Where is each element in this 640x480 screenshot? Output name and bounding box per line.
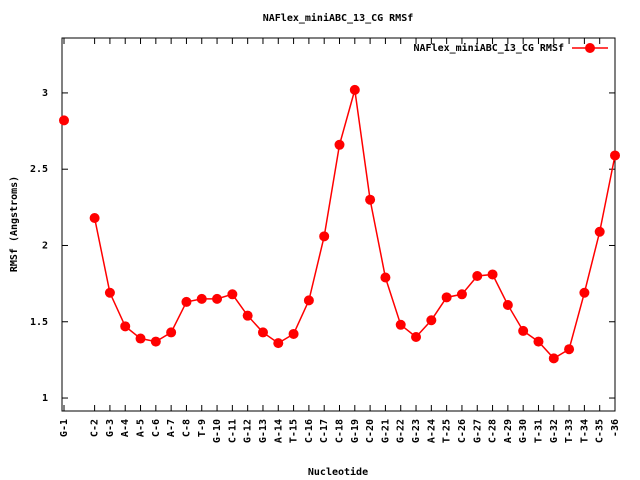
x-tick-label: G-19 <box>350 419 361 443</box>
chart-title: NAFlex_miniABC_13_CG RMSf <box>263 12 414 24</box>
x-tick-label: C-28 <box>488 419 499 443</box>
data-point <box>181 296 192 307</box>
x-tick-label: T-34 <box>579 419 590 443</box>
data-point <box>380 272 391 283</box>
x-tick-label: A-7 <box>166 419 177 437</box>
x-tick-label: C-2 <box>90 419 101 437</box>
x-tick-label: C-6 <box>151 419 162 437</box>
x-tick-label: G-21 <box>380 419 391 443</box>
x-tick-label: C-17 <box>319 419 330 443</box>
x-tick-label: C-8 <box>181 419 192 437</box>
data-point <box>456 289 467 300</box>
x-axis-label: Nucleotide <box>308 466 368 478</box>
series-line <box>93 89 616 360</box>
data-point <box>487 269 498 280</box>
x-tick-label: C-20 <box>365 419 376 443</box>
x-tick-label: C-16 <box>304 419 315 443</box>
x-tick-label: G-27 <box>472 419 483 443</box>
x-tick-label: G-32 <box>549 419 560 443</box>
data-point <box>120 321 131 332</box>
x-tick-label: G-12 <box>243 419 254 443</box>
x-tick-label: G-3 <box>105 419 116 437</box>
y-tick-label: 1 <box>42 393 48 404</box>
data-point <box>441 292 452 303</box>
x-tick-label: T-33 <box>564 419 575 443</box>
x-tick-label: T-25 <box>442 419 453 443</box>
data-point <box>349 84 360 95</box>
data-point <box>257 327 268 338</box>
data-point <box>319 231 330 242</box>
data-point <box>518 325 529 336</box>
data-point <box>594 226 605 237</box>
y-tick-label: 2 <box>42 240 48 251</box>
x-tick-label: G-22 <box>396 419 407 443</box>
x-tick-label: C-26 <box>457 419 468 443</box>
y-tick-label: 2.5 <box>30 164 48 175</box>
data-point <box>303 295 314 306</box>
x-tick-label: G-13 <box>258 419 269 443</box>
x-tick-label: T-31 <box>533 419 544 443</box>
x-tick-label: A-24 <box>426 419 437 443</box>
x-tick-label: C-35 <box>595 419 606 443</box>
x-tick-label: A-14 <box>273 419 284 443</box>
data-point <box>227 289 238 300</box>
data-point <box>273 338 284 349</box>
data-point <box>365 194 376 205</box>
data-point <box>579 287 590 298</box>
data-point <box>166 327 177 338</box>
data-point <box>548 353 559 364</box>
data-point <box>502 299 513 310</box>
x-tick-label: T-9 <box>197 419 208 437</box>
legend-marker <box>585 43 595 53</box>
data-point <box>242 310 253 321</box>
y-tick-label: 1.5 <box>30 317 48 328</box>
data-point <box>395 319 406 330</box>
x-tick-label: A-29 <box>503 419 514 443</box>
x-tick-label: T-15 <box>289 419 300 443</box>
x-tick-label: G-1 <box>59 419 70 437</box>
data-point <box>334 139 345 150</box>
x-tick-label: C-18 <box>335 419 346 443</box>
x-tick-label: G-23 <box>411 419 422 443</box>
y-axis-label: RMSf (Angstroms) <box>9 176 20 272</box>
y-tick-label: 3 <box>42 88 48 99</box>
data-point <box>288 328 299 339</box>
x-tick-label: G-30 <box>518 419 529 443</box>
data-point <box>610 150 620 161</box>
data-point <box>564 344 575 355</box>
data-point <box>533 336 544 347</box>
x-tick-label: G-10 <box>212 419 223 443</box>
plot-frame <box>61 37 616 412</box>
x-tick-label: A-4 <box>120 419 131 437</box>
data-point <box>150 336 161 347</box>
legend-label: NAFlex_miniABC_13_CG RMSf <box>413 42 564 54</box>
data-point <box>196 293 207 304</box>
data-point <box>89 213 100 224</box>
data-point <box>472 270 483 281</box>
x-tick-label: C-11 <box>227 419 238 443</box>
x-tick-label: A-5 <box>136 419 147 437</box>
data-point <box>104 287 115 298</box>
data-point <box>59 115 69 126</box>
x-tick-label: -36 <box>610 419 621 437</box>
data-point <box>426 315 437 326</box>
data-point <box>135 333 146 344</box>
data-point <box>411 332 422 343</box>
data-point <box>212 293 223 304</box>
